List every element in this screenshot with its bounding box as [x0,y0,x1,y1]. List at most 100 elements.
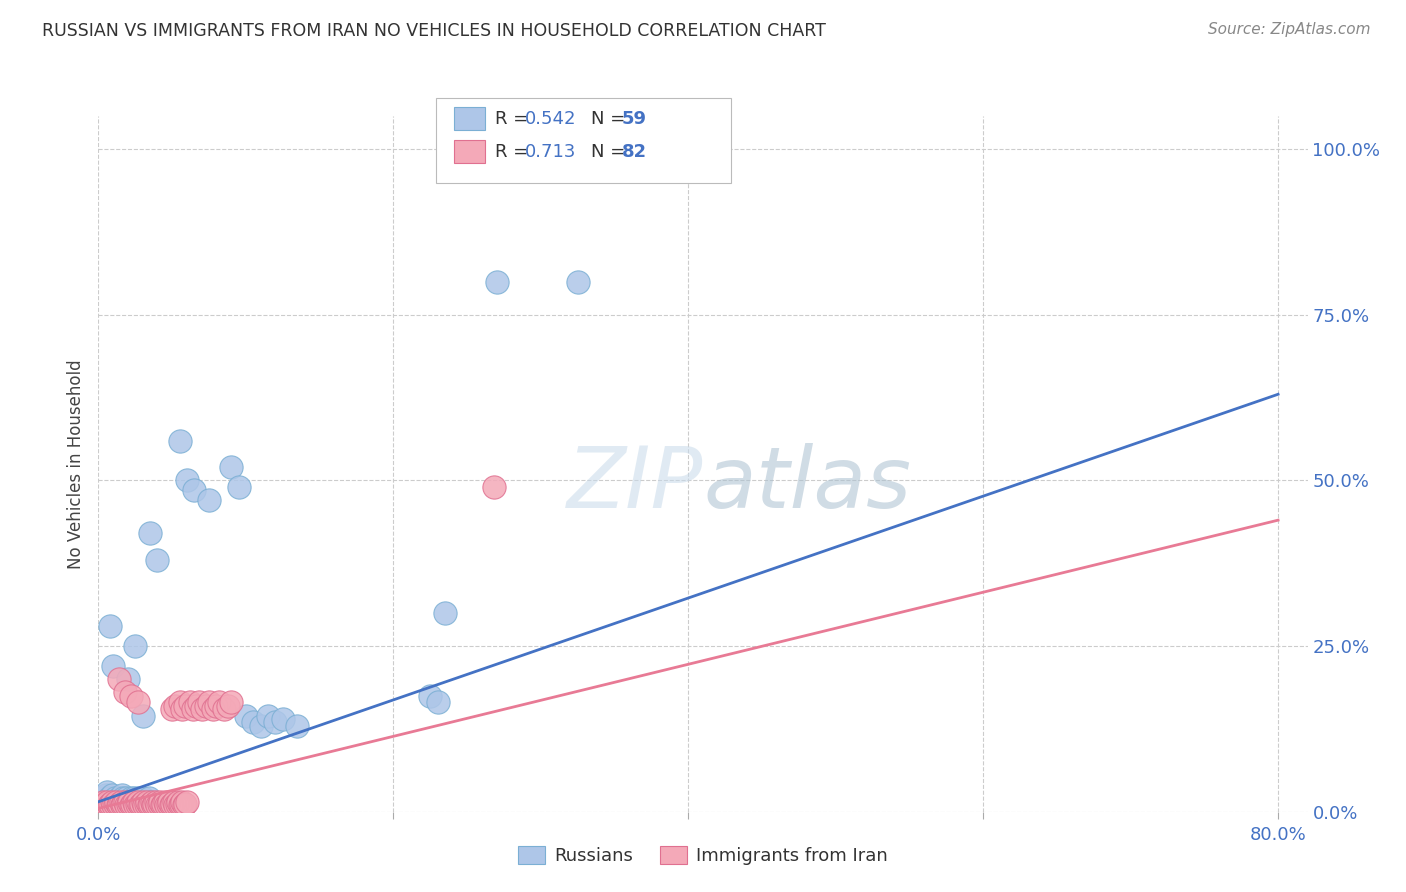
Text: R =: R = [495,110,534,128]
Point [198,695,221,709]
Point [101,798,124,813]
Point [120,798,142,813]
Point [110,795,132,809]
Point [94,788,117,802]
Point [174,797,197,811]
Point [127,795,149,809]
Point [190,702,212,716]
Point [195,698,218,713]
Point [148,797,170,811]
Point [98,619,121,633]
Point [115,791,138,805]
Text: atlas: atlas [703,443,911,526]
Point [124,798,146,813]
Point [122,791,145,805]
Point [172,702,194,716]
Text: N =: N = [591,110,630,128]
Point [149,795,172,809]
Point [131,708,153,723]
Point [235,708,257,723]
Point [108,672,131,686]
Point [271,712,294,726]
Point [131,795,153,809]
Point [124,639,146,653]
Text: RUSSIAN VS IMMIGRANTS FROM IRAN NO VEHICLES IN HOUSEHOLD CORRELATION CHART: RUSSIAN VS IMMIGRANTS FROM IRAN NO VEHIC… [42,22,827,40]
Point [142,798,165,813]
Point [219,460,242,475]
Text: 0.713: 0.713 [524,143,576,161]
Point [139,797,162,811]
Point [108,791,131,805]
Point [482,480,505,494]
Point [184,698,207,713]
Point [89,798,111,813]
Point [129,797,152,811]
Point [183,483,205,498]
Point [176,795,198,809]
Point [91,791,114,805]
Point [104,797,127,811]
Point [90,797,112,811]
Point [125,797,148,811]
Point [170,797,193,811]
Point [567,275,589,289]
Point [120,689,142,703]
Point [134,795,156,809]
Point [121,797,143,811]
Point [166,797,188,811]
Point [131,791,153,805]
Point [187,695,209,709]
Point [110,795,132,809]
Point [100,788,122,802]
Point [97,798,120,813]
Point [97,791,120,805]
Point [212,702,235,716]
Point [105,795,128,809]
Point [127,695,149,709]
Point [141,795,163,809]
Point [129,798,152,813]
Point [143,797,166,811]
Point [105,795,128,809]
Point [208,695,231,709]
Point [125,795,148,809]
Point [150,798,173,813]
Point [169,434,191,448]
Point [117,795,139,809]
Point [98,797,121,811]
Text: 82: 82 [621,143,647,161]
Point [139,795,162,809]
Point [179,695,201,709]
Text: Source: ZipAtlas.com: Source: ZipAtlas.com [1208,22,1371,37]
Point [173,798,195,813]
Point [145,795,167,809]
Point [217,698,239,713]
Point [205,698,228,713]
Point [138,791,160,805]
Point [426,695,449,709]
Text: 59: 59 [621,110,647,128]
Text: 0.542: 0.542 [524,110,576,128]
Point [107,798,129,813]
Point [287,718,309,732]
Point [249,718,271,732]
Point [152,797,174,811]
Point [160,702,183,716]
Y-axis label: No Vehicles in Household: No Vehicles in Household [67,359,86,569]
Point [153,795,176,809]
Point [135,797,157,811]
Point [114,795,136,809]
Point [122,795,145,809]
Point [117,797,139,811]
Point [127,791,149,805]
Point [162,795,184,809]
Point [146,553,169,567]
Point [156,797,179,811]
Point [146,798,169,813]
Point [202,702,225,716]
Point [91,795,114,809]
Point [176,474,198,488]
Point [117,672,139,686]
Point [174,698,197,713]
Point [124,798,146,813]
